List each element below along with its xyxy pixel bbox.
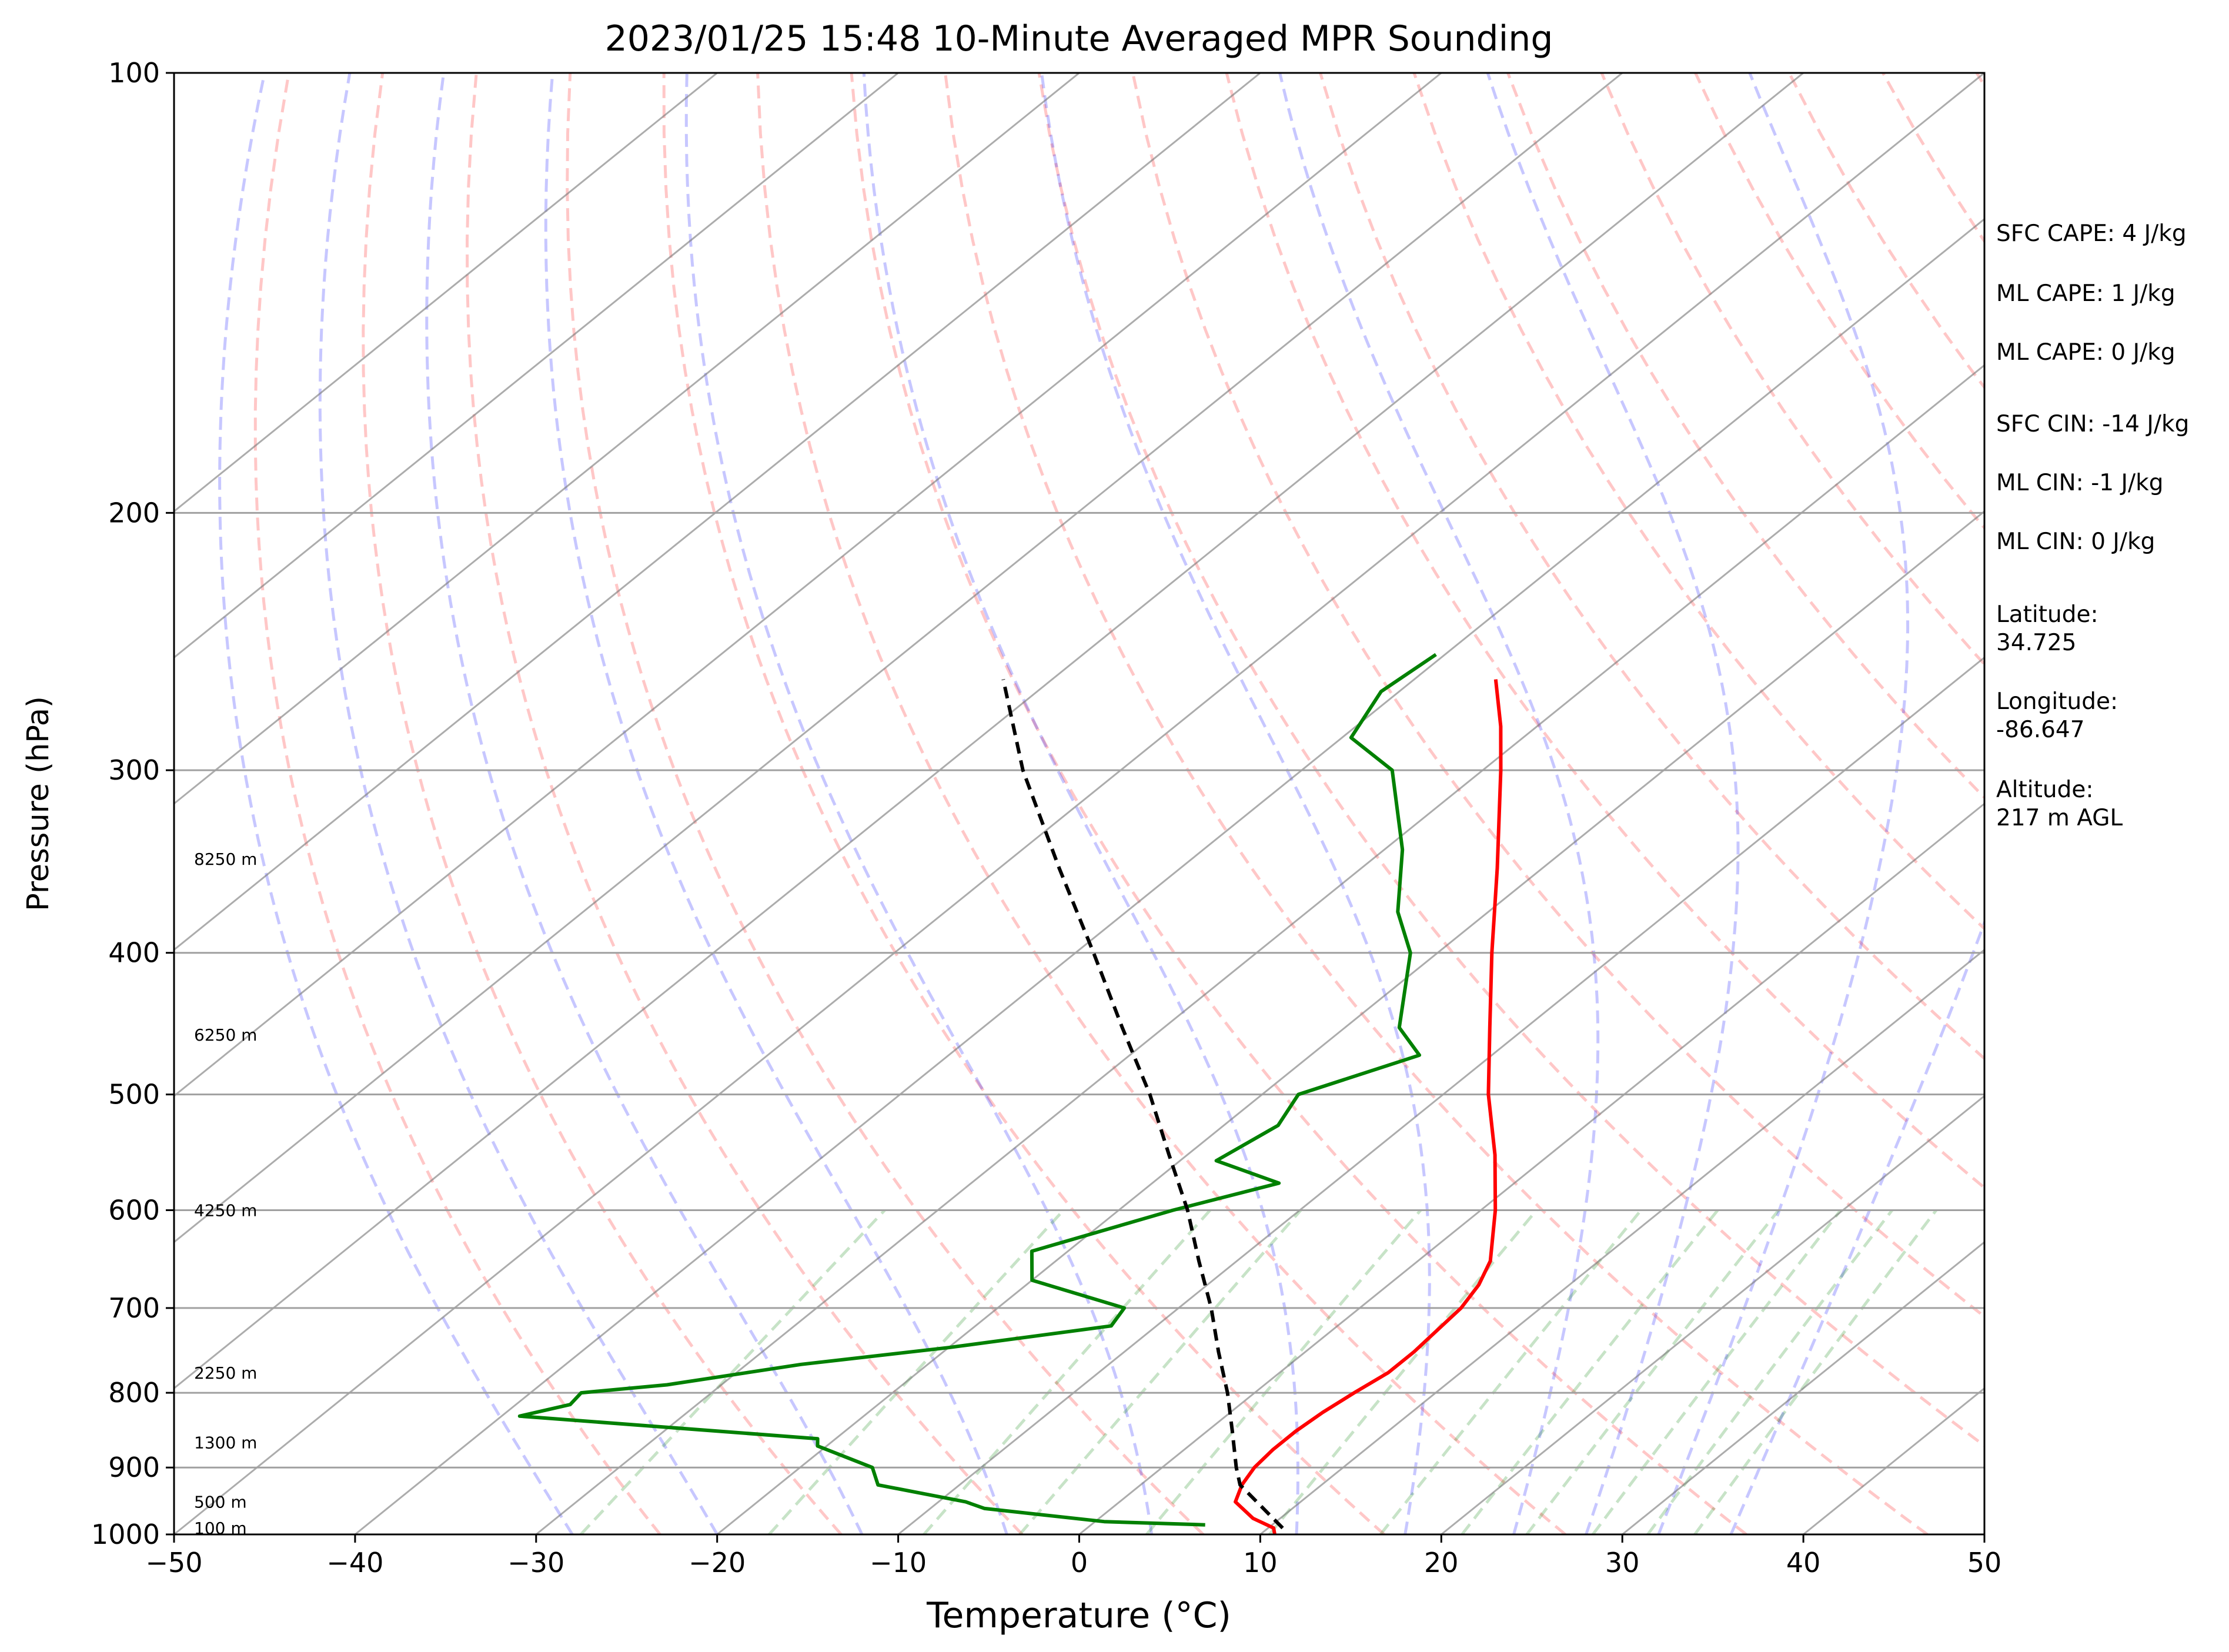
x-axis-ticks: −50 −40 −30 −20 −10 0 10 20 30 40 50 bbox=[145, 1534, 2001, 1579]
mixing-ratio-line bbox=[1461, 1209, 1719, 1534]
pressure-gridlines bbox=[174, 511, 1984, 1469]
isotherm-line bbox=[354, 218, 1984, 1534]
stat-altitude-value: 217 m AGL bbox=[1996, 805, 2123, 831]
dry-adiabat-line bbox=[362, 73, 843, 1534]
dry-adiabat-line bbox=[1131, 73, 1984, 1319]
stat-latitude-value: 34.725 bbox=[1996, 630, 2077, 656]
chart-title: 2023/01/25 15:48 10-Minute Averaged MPR … bbox=[605, 18, 1553, 59]
moist-adiabat-line bbox=[425, 73, 864, 1534]
dry-adiabat-line bbox=[756, 73, 1566, 1534]
y-tick-label: 500 bbox=[108, 1079, 160, 1111]
isotherm-line bbox=[1259, 948, 1984, 1534]
x-tick-label: 40 bbox=[1786, 1547, 1821, 1579]
y-tick-label: 300 bbox=[108, 754, 160, 786]
x-tick-label: −10 bbox=[870, 1547, 927, 1579]
mixing-ratio-line bbox=[580, 1209, 886, 1534]
isotherm-line bbox=[1622, 1240, 1984, 1534]
isotherm-line bbox=[174, 73, 718, 513]
dry-adiabat-line bbox=[1225, 73, 1984, 1190]
x-tick-label: −30 bbox=[507, 1547, 564, 1579]
stat-sfc-cape: SFC CAPE: 4 J/kg bbox=[1996, 220, 2187, 247]
height-label: 4250 m bbox=[194, 1200, 257, 1220]
mixing-ratio-line bbox=[1525, 1209, 1780, 1534]
stat-ml-cin: ML CIN: -1 J/kg bbox=[1996, 470, 2164, 496]
isotherm-line bbox=[174, 73, 1804, 1390]
isotherm-line bbox=[174, 73, 1442, 1098]
height-label: 1300 m bbox=[194, 1433, 257, 1452]
y-tick-label: 1000 bbox=[91, 1519, 160, 1550]
isotherm-line bbox=[174, 73, 1261, 951]
dry-adiabat-line bbox=[1600, 73, 1984, 667]
moist-adiabat-line bbox=[1278, 73, 1600, 1534]
y-tick-label: 800 bbox=[108, 1377, 160, 1409]
dry-adiabat-line bbox=[253, 73, 661, 1534]
x-tick-label: 10 bbox=[1243, 1547, 1278, 1579]
stat-longitude-label: Longitude: bbox=[1996, 688, 2118, 715]
isotherm-line bbox=[174, 73, 1623, 1243]
mixing-ratio-line bbox=[1693, 1209, 1937, 1534]
x-tick-label: 20 bbox=[1424, 1547, 1459, 1579]
dry-adiabat-line bbox=[662, 73, 1385, 1534]
x-tick-label: −20 bbox=[689, 1547, 746, 1579]
dry-adiabat-line bbox=[566, 73, 1205, 1534]
stat-sfc-cin: SFC CIN: -14 J/kg bbox=[1996, 411, 2190, 437]
mixing-ratio-line bbox=[1592, 1209, 1842, 1534]
isotherm-line bbox=[716, 510, 1984, 1534]
y-tick-label: 200 bbox=[108, 497, 160, 529]
y-tick-label: 700 bbox=[108, 1292, 160, 1324]
parcel-line bbox=[1001, 678, 1284, 1530]
x-tick-label: −50 bbox=[145, 1547, 202, 1579]
moist-adiabat-line bbox=[684, 73, 1154, 1534]
stat-altitude-label: Altitude: bbox=[1996, 777, 2094, 803]
stat-ml-cape: ML CAPE: 1 J/kg bbox=[1996, 280, 2175, 307]
sounding-series bbox=[517, 653, 1503, 1534]
sounding-statistics: SFC CAPE: 4 J/kg ML CAPE: 1 J/kg ML CAPE… bbox=[1996, 0, 2229, 1652]
dewpoint-line bbox=[517, 653, 1437, 1527]
y-tick-label: 400 bbox=[108, 937, 160, 969]
x-tick-label: 30 bbox=[1605, 1547, 1640, 1579]
x-tick-label: −40 bbox=[326, 1547, 383, 1579]
height-label: 6250 m bbox=[194, 1025, 257, 1045]
dry-adiabat-line bbox=[850, 73, 1747, 1534]
isotherm-line bbox=[174, 73, 1080, 805]
isotherm-line bbox=[1078, 802, 1984, 1534]
isotherm-line bbox=[1441, 1095, 1984, 1534]
mixing-ratio-line bbox=[1646, 1209, 1893, 1534]
y-tick-label: 900 bbox=[108, 1452, 160, 1483]
moist-adiabat-line bbox=[1040, 73, 1431, 1534]
y-axis-label: Pressure (hPa) bbox=[21, 696, 56, 911]
moist-adiabat-line bbox=[544, 73, 1008, 1534]
y-tick-label: 600 bbox=[108, 1194, 160, 1226]
isotherm-line bbox=[535, 364, 1984, 1534]
x-tick-label: 0 bbox=[1071, 1547, 1088, 1579]
height-label: 500 m bbox=[194, 1493, 247, 1512]
height-label: 2250 m bbox=[194, 1363, 257, 1383]
stat-latitude-label: Latitude: bbox=[1996, 601, 2098, 628]
isotherm-line bbox=[897, 656, 1984, 1534]
x-tick-label: 50 bbox=[1967, 1547, 2002, 1579]
y-tick-label: 100 bbox=[108, 57, 160, 89]
x-axis-label: Temperature (°C) bbox=[926, 1595, 1231, 1636]
moist-adiabat-line bbox=[1729, 918, 1984, 1534]
dry-adiabat-line bbox=[1506, 73, 1984, 800]
moist-adiabat-line bbox=[1657, 73, 1910, 1534]
stat-ml-cin-2: ML CIN: 0 J/kg bbox=[1996, 529, 2156, 555]
moist-adiabat-line bbox=[218, 73, 574, 1534]
height-label: 8250 m bbox=[194, 850, 257, 869]
isotherm-line bbox=[174, 73, 1984, 1534]
y-axis-ticks: 1000 900 800 700 600 500 400 300 200 100 bbox=[91, 57, 174, 1550]
stat-ml-cape-2: ML CAPE: 0 J/kg bbox=[1996, 339, 2175, 366]
isotherm-line bbox=[174, 73, 899, 659]
moist-adiabat-line bbox=[1486, 73, 1740, 1534]
dry-adiabat-line bbox=[1037, 73, 1984, 1448]
dry-adiabat-line bbox=[465, 73, 1024, 1534]
stat-longitude-value: -86.647 bbox=[1996, 717, 2085, 743]
moist-adiabat-line bbox=[318, 73, 719, 1534]
dry-adiabat-line bbox=[944, 73, 1929, 1534]
